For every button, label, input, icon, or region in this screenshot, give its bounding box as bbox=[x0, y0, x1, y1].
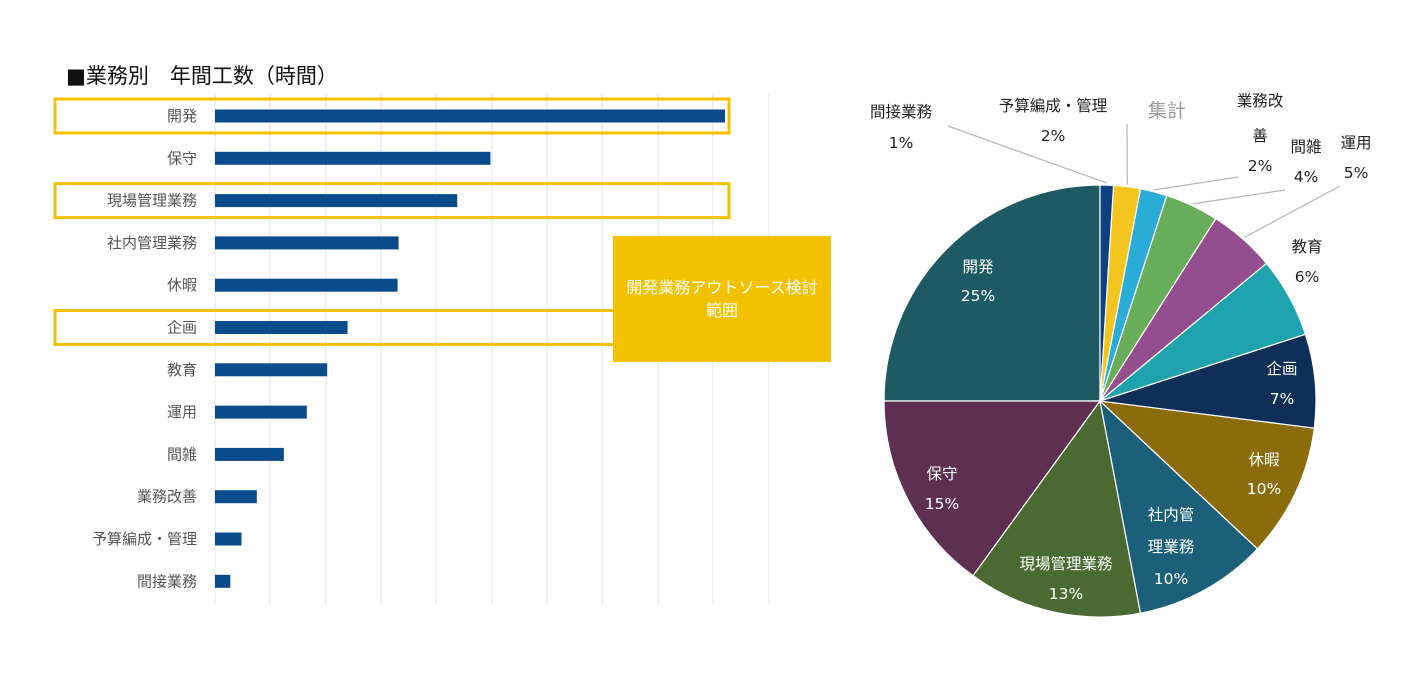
pie-category-label: 開発 bbox=[962, 258, 994, 276]
bar bbox=[215, 532, 242, 546]
pie-category-label: 教育 bbox=[1291, 238, 1322, 256]
bar bbox=[215, 321, 348, 334]
outsourcing-callout-box: 開発業務アウトソース検討範囲 bbox=[613, 236, 831, 362]
pie-category-label: 間雑 bbox=[1290, 138, 1321, 156]
pie-category-label: 予算編成・管理 bbox=[999, 96, 1108, 115]
pie-category-label: 現場管理業務 bbox=[1019, 555, 1113, 573]
pie-percent-label: 15% bbox=[925, 495, 959, 513]
pie-category-label: 休暇 bbox=[1248, 451, 1279, 469]
pie-slice bbox=[972, 399, 1142, 618]
pie-category-label: 善 bbox=[1252, 127, 1268, 145]
pie-category-label: 企画 bbox=[1266, 360, 1297, 378]
pie-percent-label: 25% bbox=[961, 287, 995, 305]
bar bbox=[215, 151, 491, 165]
bar bbox=[215, 490, 257, 504]
pie-category-label: 間接業務 bbox=[870, 103, 933, 121]
category-label: 社内管理業務 bbox=[107, 234, 197, 252]
pie-category-label: 運用 bbox=[1340, 134, 1371, 152]
pie-percent-label: 6% bbox=[1295, 268, 1320, 286]
category-label: 間雑 bbox=[167, 445, 197, 463]
pie-percent-label: 13% bbox=[1049, 585, 1083, 603]
pie-slice bbox=[1099, 184, 1115, 402]
bar bbox=[215, 194, 458, 208]
pie-percent-label: 1% bbox=[889, 134, 914, 152]
leader-line bbox=[947, 125, 1108, 184]
category-label: 業務改善 bbox=[137, 488, 197, 506]
category-label: 運用 bbox=[167, 403, 197, 421]
pie-slice bbox=[883, 184, 1101, 402]
pie-slice bbox=[1099, 399, 1259, 614]
highlight-box bbox=[53, 182, 731, 220]
bar bbox=[215, 363, 328, 377]
category-label: 間接業務 bbox=[137, 572, 197, 590]
bar bbox=[215, 109, 725, 123]
category-label: 予算編成・管理 bbox=[92, 530, 197, 548]
category-label: 現場管理業務 bbox=[107, 192, 197, 210]
leader-line bbox=[1192, 189, 1286, 205]
category-label: 保守 bbox=[167, 149, 197, 167]
category-label: 教育 bbox=[167, 361, 197, 379]
highlight-box bbox=[53, 97, 731, 135]
pie-slices bbox=[883, 184, 1317, 618]
bar bbox=[215, 405, 307, 419]
pie-category-label: 保守 bbox=[926, 465, 957, 483]
leader-line bbox=[1243, 185, 1341, 239]
pie-percent-label: 7% bbox=[1270, 390, 1295, 408]
pie-category-label: 理業務 bbox=[1148, 538, 1195, 556]
leader-line bbox=[1154, 176, 1239, 191]
pie-slice bbox=[1098, 400, 1315, 550]
pie-percent-label: 10% bbox=[1247, 480, 1281, 498]
bar bbox=[215, 236, 399, 250]
pie-title: 集計 bbox=[1148, 100, 1186, 122]
category-label: 企画 bbox=[167, 319, 197, 337]
bar-marks bbox=[215, 109, 725, 588]
bar bbox=[215, 278, 398, 292]
pie-percent-label: 5% bbox=[1344, 164, 1369, 182]
pie-percent-label: 2% bbox=[1041, 127, 1066, 145]
pie-percent-label: 4% bbox=[1294, 168, 1319, 186]
bar-chart-title: ■業務別 年間工数（時間） bbox=[66, 64, 338, 88]
highlight-boxes bbox=[53, 97, 731, 346]
pie-percent-label: 2% bbox=[1248, 157, 1273, 175]
pie-leader-lines bbox=[947, 123, 1341, 239]
category-label: 開発 bbox=[167, 107, 197, 125]
bar bbox=[215, 447, 284, 461]
bar bbox=[215, 574, 231, 588]
pie-percent-label: 10% bbox=[1154, 570, 1188, 588]
pie-slice bbox=[883, 400, 1102, 577]
pie-labels: 開発 25% 保守 15% 現場管理業務 13% 社内管理業務 10% 休暇 10% 企画 7% 教育 6… bbox=[870, 92, 1372, 603]
category-labels: 開発保守現場管理業務社内管理業務休暇企画教育運用間雑業務改善予算編成・管理間接業… bbox=[92, 107, 197, 590]
pie-category-label: 業務改 bbox=[1237, 92, 1284, 110]
pie-category-label: 社内管 bbox=[1148, 506, 1195, 524]
category-label: 休暇 bbox=[167, 276, 197, 294]
